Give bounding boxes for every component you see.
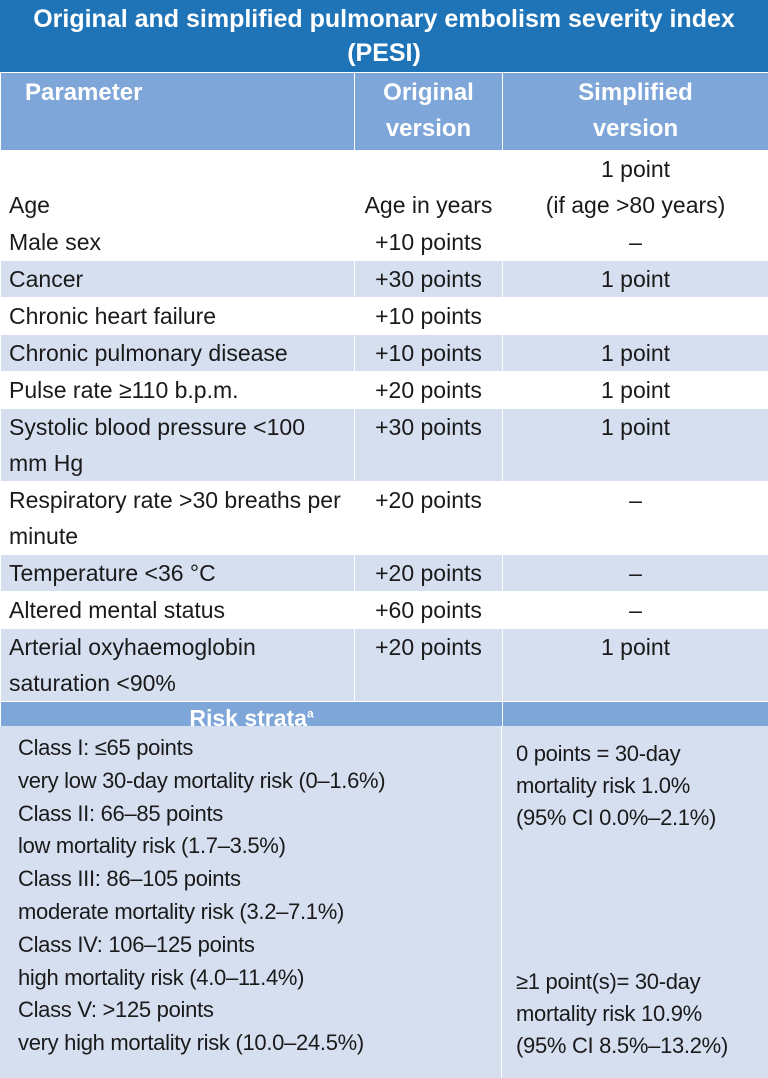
row-parameter: Chronic heart failure [0, 297, 355, 335]
row-original: +10 points [354, 223, 503, 261]
table-row: Respiratory rate >30 breaths per minute … [0, 481, 768, 555]
row-simplified: 1 point [502, 371, 768, 409]
table-row: Temperature <36 °C +20 points – [0, 554, 768, 592]
row-original: +20 points [354, 371, 503, 409]
row-parameter: Age [0, 150, 355, 224]
strata-line: Class I: ≤65 points [18, 735, 194, 760]
row-simplified: 1 point (if age >80 years) [502, 150, 768, 224]
row-parameter: Cancer [0, 260, 355, 298]
strata-line: moderate mortality risk (3.2–7.1%) [18, 898, 345, 924]
pesi-table: Parameter Original version Simplified ve… [0, 72, 768, 736]
row-simplified [502, 297, 768, 335]
table-row: Chronic heart failure +10 points [0, 297, 768, 335]
original-risk-classes: Class I: ≤65 points very low 30-day mort… [18, 732, 488, 1060]
header-row: Parameter Original version Simplified ve… [0, 72, 768, 151]
row-original: +60 points [354, 591, 503, 629]
table-title: Original and simplified pulmonary emboli… [0, 0, 768, 72]
header-original: Original version [354, 72, 503, 151]
row-simplified: – [502, 591, 768, 629]
footnote-marker: a [306, 706, 314, 721]
row-parameter: Male sex [0, 223, 355, 261]
header-parameter: Parameter [0, 72, 355, 151]
header-simplified: Simplified version [502, 72, 768, 151]
row-original: +10 points [354, 297, 503, 335]
table-row: Cancer +30 points 1 point [0, 260, 768, 298]
row-original: +20 points [354, 481, 503, 555]
row-parameter: Temperature <36 °C [0, 554, 355, 592]
row-simplified: – [502, 554, 768, 592]
row-simplified: 1 point [502, 408, 768, 482]
row-original: +20 points [354, 554, 503, 592]
row-original: +30 points [354, 408, 503, 482]
strata-line: very low 30-day mortality risk (0–1.6%) [18, 767, 386, 793]
row-original: +30 points [354, 260, 503, 298]
row-original: Age in years [354, 150, 503, 224]
table-row: Arterial oxyhaemoglobin saturation <90% … [0, 628, 768, 702]
row-parameter: Chronic pulmonary disease [0, 334, 355, 372]
row-original: +20 points [354, 628, 503, 702]
row-simplified: 1 point [502, 628, 768, 702]
simplified-low-risk: 0 points = 30-day mortality risk 1.0% (9… [516, 741, 717, 830]
strata-line: low mortality risk (1.7–3.5%) [18, 833, 286, 859]
strata-line: very high mortality risk (10.0–24.5%) [18, 1030, 364, 1056]
strata-line: Class III: 86–105 points [18, 866, 241, 892]
row-simplified: – [502, 223, 768, 261]
table-row: Chronic pulmonary disease +10 points 1 p… [0, 334, 768, 372]
row-parameter: Pulse rate ≥110 b.p.m. [0, 371, 355, 409]
simplified-high-risk: ≥1 point(s)= 30-day mortality risk 10.9%… [516, 969, 728, 1058]
table-row: Altered mental status +60 points – [0, 591, 768, 629]
strata-line: Class IV: 106–125 points [18, 931, 255, 957]
row-parameter: Respiratory rate >30 breaths per minute [0, 481, 355, 555]
table-row: Age Age in years 1 point (if age >80 yea… [0, 150, 768, 224]
strata-line: Class II: 66–85 points [18, 800, 223, 826]
row-simplified: – [502, 481, 768, 555]
strata-line: high mortality risk (4.0–11.4%) [18, 964, 305, 990]
table-row: Systolic blood pressure <100 mm Hg +30 p… [0, 408, 768, 482]
risk-strata-body: Class I: ≤65 points very low 30-day mort… [0, 726, 768, 1078]
column-divider [501, 726, 502, 1078]
row-simplified: 1 point [502, 334, 768, 372]
row-simplified: 1 point [502, 260, 768, 298]
row-original: +10 points [354, 334, 503, 372]
row-parameter: Arterial oxyhaemoglobin saturation <90% [0, 628, 355, 702]
row-parameter: Altered mental status [0, 591, 355, 629]
strata-line: Class V: >125 points [18, 997, 214, 1023]
row-parameter: Systolic blood pressure <100 mm Hg [0, 408, 355, 482]
table-row: Pulse rate ≥110 b.p.m. +20 points 1 poin… [0, 371, 768, 409]
table-row: Male sex +10 points – [0, 223, 768, 261]
